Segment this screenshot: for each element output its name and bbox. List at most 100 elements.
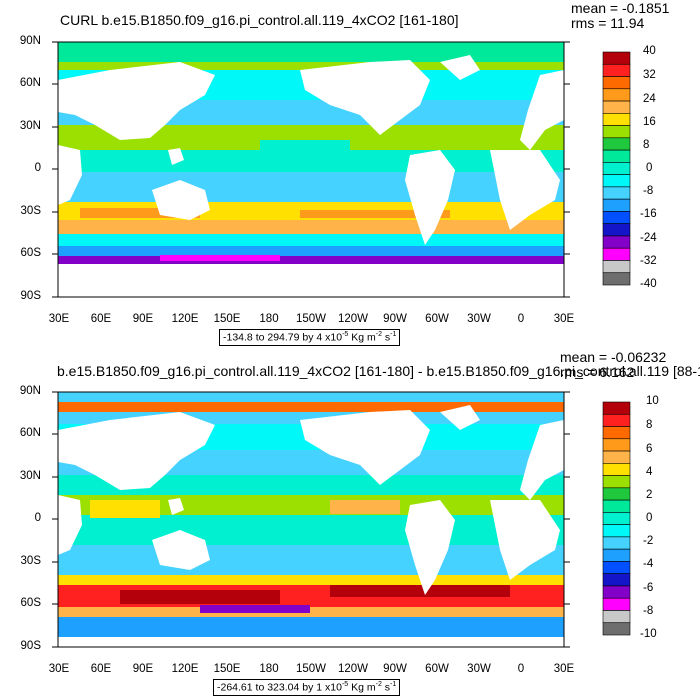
y-tick-label: 90S: [20, 290, 41, 302]
x-tick-label: 180: [259, 313, 279, 325]
y-tick-label: 30S: [20, 555, 41, 567]
colorbar-cell: [602, 561, 631, 574]
x-tick-label: 120E: [171, 313, 199, 325]
units-label: -264.61 to 323.04 by 1 x10-5 Kg m-2 s-1: [213, 679, 401, 696]
colorbar-cell: [602, 198, 631, 212]
x-tick-label: 30E: [553, 663, 575, 675]
x-tick-label: 60W: [425, 313, 449, 325]
y-tick-label: 60N: [19, 77, 41, 89]
continents: [58, 405, 564, 647]
colorbar-cell: [602, 113, 631, 126]
colorbar-cell: [602, 573, 631, 587]
x-tick-label: 60E: [90, 313, 112, 325]
colorbar-cell: [602, 524, 631, 538]
curl-diff-panel: b.e15.B1850.f09_g16.pi_control.all.119_4…: [0, 350, 700, 700]
colorbar-label: -40: [640, 278, 657, 290]
colorbar-label: 10: [646, 395, 659, 407]
x-tick-label: 150W: [295, 663, 327, 675]
colorbar-cell: [602, 51, 631, 65]
colorbar-cell: [602, 272, 631, 286]
units-label: -134.8 to 294.79 by 4 x10-5 Kg m-2 s-1: [219, 329, 401, 346]
y-tick-label: 30N: [19, 470, 41, 482]
colorbar-label: -2: [643, 535, 654, 547]
tick-marks: [52, 391, 570, 648]
colorbar-cell: [602, 487, 631, 501]
x-tick-label: 90W: [383, 313, 407, 325]
x-tick-label: 150E: [213, 313, 241, 325]
colorbar-label: -8: [643, 605, 654, 617]
x-tick-label: 30E: [553, 313, 575, 325]
continents: [58, 55, 564, 297]
colorbar-cell: [602, 223, 631, 237]
colorbar-label: 24: [643, 93, 656, 105]
colorbar-cell: [602, 260, 631, 274]
colorbar-label: 4: [646, 466, 653, 478]
colorbar-cell: [602, 125, 631, 139]
map-plot: [52, 391, 570, 648]
y-tick-label: 60S: [20, 247, 41, 259]
x-tick-label: 120E: [171, 663, 199, 675]
rms-label: rms = 6.162: [560, 364, 635, 380]
colorbar: [602, 51, 631, 286]
x-tick-label: 120W: [337, 313, 369, 325]
y-tick-label: 60S: [20, 597, 41, 609]
x-tick-label: 30W: [467, 663, 491, 675]
x-tick-label: 90W: [383, 663, 407, 675]
colorbar-cell: [602, 63, 631, 77]
colorbar-label: -10: [640, 628, 657, 640]
colorbar-cell: [602, 100, 631, 114]
x-tick-label: 30E: [48, 663, 70, 675]
colorbar-cell: [602, 548, 631, 562]
y-tick-label: 60N: [19, 427, 41, 439]
x-tick-label: 90E: [132, 313, 154, 325]
colorbar-cell: [602, 438, 631, 452]
colorbar-cell: [602, 76, 631, 90]
y-tick-label: 90S: [20, 640, 41, 652]
colorbar-label: -6: [643, 582, 654, 594]
x-tick-label: 30E: [48, 313, 70, 325]
colorbar-label: 2: [646, 489, 653, 501]
y-tick-label: 30S: [20, 205, 41, 217]
x-tick-label: 0: [517, 663, 525, 675]
mean-label: mean = -0.1851: [571, 0, 670, 16]
colorbar-label: 6: [646, 443, 653, 455]
colorbar-label: 0: [646, 162, 653, 174]
y-tick-label: 0: [34, 162, 41, 174]
y-tick-label: 0: [34, 512, 41, 524]
colorbar-label: -4: [643, 558, 654, 570]
x-tick-label: 150E: [213, 663, 241, 675]
colorbar-label: 8: [643, 139, 650, 151]
colorbar-cell: [602, 585, 631, 599]
colorbar-cell: [602, 137, 631, 151]
colorbar-cell: [602, 512, 631, 525]
colorbar-label: -8: [643, 185, 654, 197]
colorbar-cell: [602, 162, 631, 175]
colorbar-label: 32: [643, 69, 656, 81]
colorbar-cell: [602, 174, 631, 188]
colorbar-cell: [602, 235, 631, 249]
colorbar-cell: [602, 149, 631, 163]
colorbar-cell: [602, 475, 631, 489]
colorbar-cell: [602, 499, 631, 513]
colorbar-cell: [602, 536, 631, 550]
colorbar-cell: [602, 401, 631, 415]
colorbar-label: 0: [646, 512, 653, 524]
colorbar-label: 40: [643, 45, 656, 57]
colorbar-label: 16: [643, 116, 656, 128]
colorbar-label: -24: [640, 232, 657, 244]
curl-panel: CURL b.e15.B1850.f09_g16.pi_control.all.…: [19, 0, 670, 346]
x-tick-label: 60E: [90, 663, 112, 675]
colorbar-cell: [602, 622, 631, 636]
colorbar-cell: [602, 463, 631, 476]
colorbar-cell: [602, 247, 631, 261]
colorbar: [602, 401, 631, 636]
x-tick-label: 30W: [467, 313, 491, 325]
x-tick-label: 90E: [132, 663, 154, 675]
tick-marks: [52, 41, 570, 298]
colorbar-cell: [602, 610, 631, 624]
x-tick-label: 180: [259, 663, 279, 675]
colorbar-label: -32: [640, 255, 657, 267]
colorbar-cell: [602, 597, 631, 611]
rms-label: rms = 11.94: [571, 15, 645, 31]
colorbar-cell: [602, 88, 631, 102]
